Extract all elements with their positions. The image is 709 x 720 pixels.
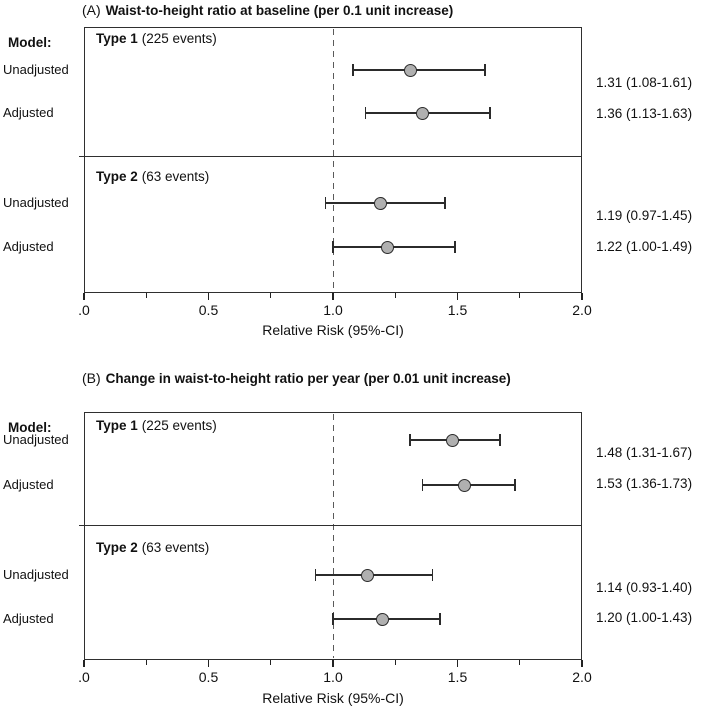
group-name: Type 2 — [96, 540, 138, 555]
group-header: Type 1 (225 events) — [96, 418, 217, 433]
row-value: 1.48 (1.31-1.67) — [596, 445, 693, 460]
ci-cap-low — [332, 241, 334, 253]
panel-b-title-text: Change in waist-to-height ratio per year… — [105, 371, 511, 386]
rr-marker — [446, 433, 460, 447]
x-axis-tick-label: .0 — [78, 669, 90, 685]
group-events-count: (63 events) — [141, 540, 210, 555]
panel-a-title-text: Waist-to-height ratio at baseline (per 0… — [105, 3, 454, 18]
group-name: Type 1 — [96, 418, 138, 433]
x-axis-major-tick — [456, 293, 459, 300]
group-events-count: (225 events) — [141, 31, 217, 46]
row-value: 1.20 (1.00-1.43) — [596, 610, 693, 625]
plot-box — [84, 27, 582, 293]
ci-cap-high — [454, 241, 456, 253]
ci-cap-high — [499, 434, 501, 446]
x-axis-tick-label: 0.5 — [198, 302, 219, 318]
rr-marker — [416, 106, 430, 120]
ci-bar — [352, 69, 485, 71]
x-axis-tick-label: 2.0 — [572, 302, 592, 318]
row-label: Adjusted — [3, 239, 54, 254]
ci-cap-high — [431, 569, 434, 581]
row-label: Unadjusted — [3, 567, 69, 582]
rr-marker — [373, 196, 387, 210]
rr-marker — [381, 240, 395, 254]
ci-cap-low — [324, 197, 327, 209]
panel-a-label: (A) — [82, 2, 101, 18]
x-axis-tick-label: 1.5 — [447, 302, 468, 318]
x-axis-major-tick — [332, 293, 334, 300]
ci-cap-low — [421, 479, 424, 491]
x-axis-major-tick — [83, 293, 85, 300]
x-axis-major-tick — [332, 660, 334, 667]
x-axis-minor-tick — [145, 660, 147, 665]
row-label: Unadjusted — [3, 195, 69, 210]
ci-cap-low — [409, 434, 411, 446]
panel-b-label: (B) — [82, 370, 101, 386]
ci-cap-high — [439, 613, 441, 625]
row-label: Adjusted — [3, 477, 54, 492]
x-axis-major-tick — [207, 660, 210, 667]
x-axis-major-tick — [456, 660, 459, 667]
model-label-b: Model: — [8, 420, 52, 435]
panel-a-title: (A) Waist-to-height ratio at baseline (pe… — [82, 2, 453, 18]
ci-cap-high — [444, 197, 446, 209]
row-label: Unadjusted — [3, 432, 69, 447]
row-value: 1.14 (0.93-1.40) — [596, 580, 693, 595]
ci-cap-high — [484, 64, 486, 76]
rr-marker — [361, 568, 375, 582]
group-events-count: (225 events) — [141, 418, 217, 433]
x-axis-minor-tick — [270, 293, 272, 298]
x-axis-tick-label: 1.0 — [323, 302, 343, 318]
x-axis-tick-label: 0.5 — [198, 669, 219, 685]
x-axis-title-a: Relative Risk (95%-CI) — [262, 322, 404, 338]
group-header: Type 2 (63 events) — [96, 169, 209, 184]
rr-marker — [376, 612, 390, 626]
x-axis-minor-tick — [394, 293, 396, 298]
rr-marker — [458, 478, 472, 492]
x-axis-major-tick — [581, 293, 583, 300]
ci-cap-low — [314, 569, 317, 581]
x-axis-title-b: Relative Risk (95%-CI) — [262, 690, 404, 706]
reference-line — [332, 29, 334, 291]
x-axis-tick-label: 1.5 — [447, 669, 468, 685]
row-value: 1.53 (1.36-1.73) — [596, 476, 693, 491]
ci-bar — [315, 574, 433, 576]
row-label: Unadjusted — [3, 62, 69, 77]
group-name: Type 2 — [96, 169, 138, 184]
x-axis-major-tick — [83, 660, 85, 667]
ci-cap-low — [332, 613, 334, 625]
panel-b-title: (B) Change in waist-to-height ratio per y… — [82, 370, 511, 386]
row-value: 1.31 (1.08-1.61) — [596, 75, 693, 90]
plot-box — [84, 412, 582, 660]
rr-marker — [403, 63, 417, 77]
ci-cap-low — [364, 107, 367, 119]
x-axis-minor-tick — [394, 660, 396, 665]
group-divider — [79, 525, 582, 526]
group-divider — [79, 156, 582, 157]
x-axis-minor-tick — [519, 293, 521, 298]
x-axis-major-tick — [207, 293, 210, 300]
x-axis-minor-tick — [270, 660, 272, 665]
row-label: Adjusted — [3, 611, 54, 626]
group-header: Type 2 (63 events) — [96, 540, 209, 555]
x-axis-tick-label: 2.0 — [572, 669, 592, 685]
ci-cap-low — [352, 64, 354, 76]
ci-cap-high — [514, 479, 516, 491]
row-value: 1.22 (1.00-1.49) — [596, 239, 693, 254]
group-header: Type 1 (225 events) — [96, 31, 217, 46]
ci-cap-high — [489, 107, 491, 119]
group-events-count: (63 events) — [141, 169, 210, 184]
x-axis-tick-label: .0 — [78, 302, 90, 318]
reference-line — [332, 414, 334, 658]
row-label: Adjusted — [3, 105, 54, 120]
row-value: 1.19 (0.97-1.45) — [596, 208, 693, 223]
model-label-a: Model: — [8, 35, 52, 50]
x-axis-minor-tick — [145, 293, 147, 298]
row-value: 1.36 (1.13-1.63) — [596, 106, 693, 121]
x-axis-tick-label: 1.0 — [323, 669, 343, 685]
x-axis-minor-tick — [519, 660, 521, 665]
x-axis-major-tick — [581, 660, 583, 667]
group-name: Type 1 — [96, 31, 138, 46]
